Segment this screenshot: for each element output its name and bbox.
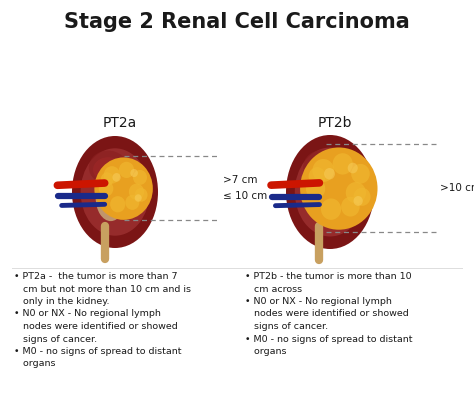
Text: • PT2b - the tumor is more than 10
   cm across
• N0 or NX - No regional lymph
 : • PT2b - the tumor is more than 10 cm ac… (245, 272, 412, 356)
Ellipse shape (354, 188, 371, 206)
Ellipse shape (135, 188, 147, 202)
Ellipse shape (129, 184, 144, 200)
Ellipse shape (104, 166, 120, 184)
Ellipse shape (125, 195, 139, 210)
Ellipse shape (112, 173, 121, 182)
Text: • PT2a -  the tumor is more than 7
   cm but not more than 10 cm and is
   only : • PT2a - the tumor is more than 7 cm but… (14, 272, 191, 368)
Ellipse shape (306, 178, 325, 199)
Ellipse shape (94, 158, 153, 220)
Ellipse shape (72, 136, 158, 248)
Ellipse shape (348, 163, 358, 173)
Ellipse shape (324, 168, 335, 179)
Ellipse shape (130, 169, 138, 177)
Ellipse shape (81, 148, 149, 236)
Ellipse shape (309, 167, 326, 185)
Text: >10 cm: >10 cm (440, 183, 474, 193)
Ellipse shape (346, 182, 366, 203)
Ellipse shape (308, 157, 338, 182)
Ellipse shape (351, 164, 370, 184)
Ellipse shape (286, 135, 374, 249)
Ellipse shape (93, 157, 123, 182)
Ellipse shape (303, 150, 343, 184)
Text: PT2a: PT2a (103, 116, 137, 130)
Ellipse shape (99, 181, 113, 197)
Ellipse shape (312, 159, 334, 182)
Ellipse shape (101, 182, 120, 213)
Ellipse shape (119, 162, 134, 178)
Text: PT2b: PT2b (318, 116, 352, 130)
Ellipse shape (341, 197, 360, 216)
Ellipse shape (333, 153, 353, 175)
Ellipse shape (310, 174, 341, 222)
Ellipse shape (133, 170, 147, 185)
Ellipse shape (295, 148, 365, 237)
Ellipse shape (300, 147, 377, 230)
Ellipse shape (354, 196, 363, 206)
Ellipse shape (96, 174, 126, 221)
Ellipse shape (89, 150, 128, 184)
Ellipse shape (316, 182, 335, 214)
Ellipse shape (110, 196, 125, 212)
Ellipse shape (321, 198, 341, 220)
Ellipse shape (101, 172, 114, 186)
Text: Stage 2 Renal Cell Carcinoma: Stage 2 Renal Cell Carcinoma (64, 12, 410, 32)
Text: >7 cm
≤ 10 cm: >7 cm ≤ 10 cm (224, 175, 268, 201)
Ellipse shape (135, 194, 142, 202)
